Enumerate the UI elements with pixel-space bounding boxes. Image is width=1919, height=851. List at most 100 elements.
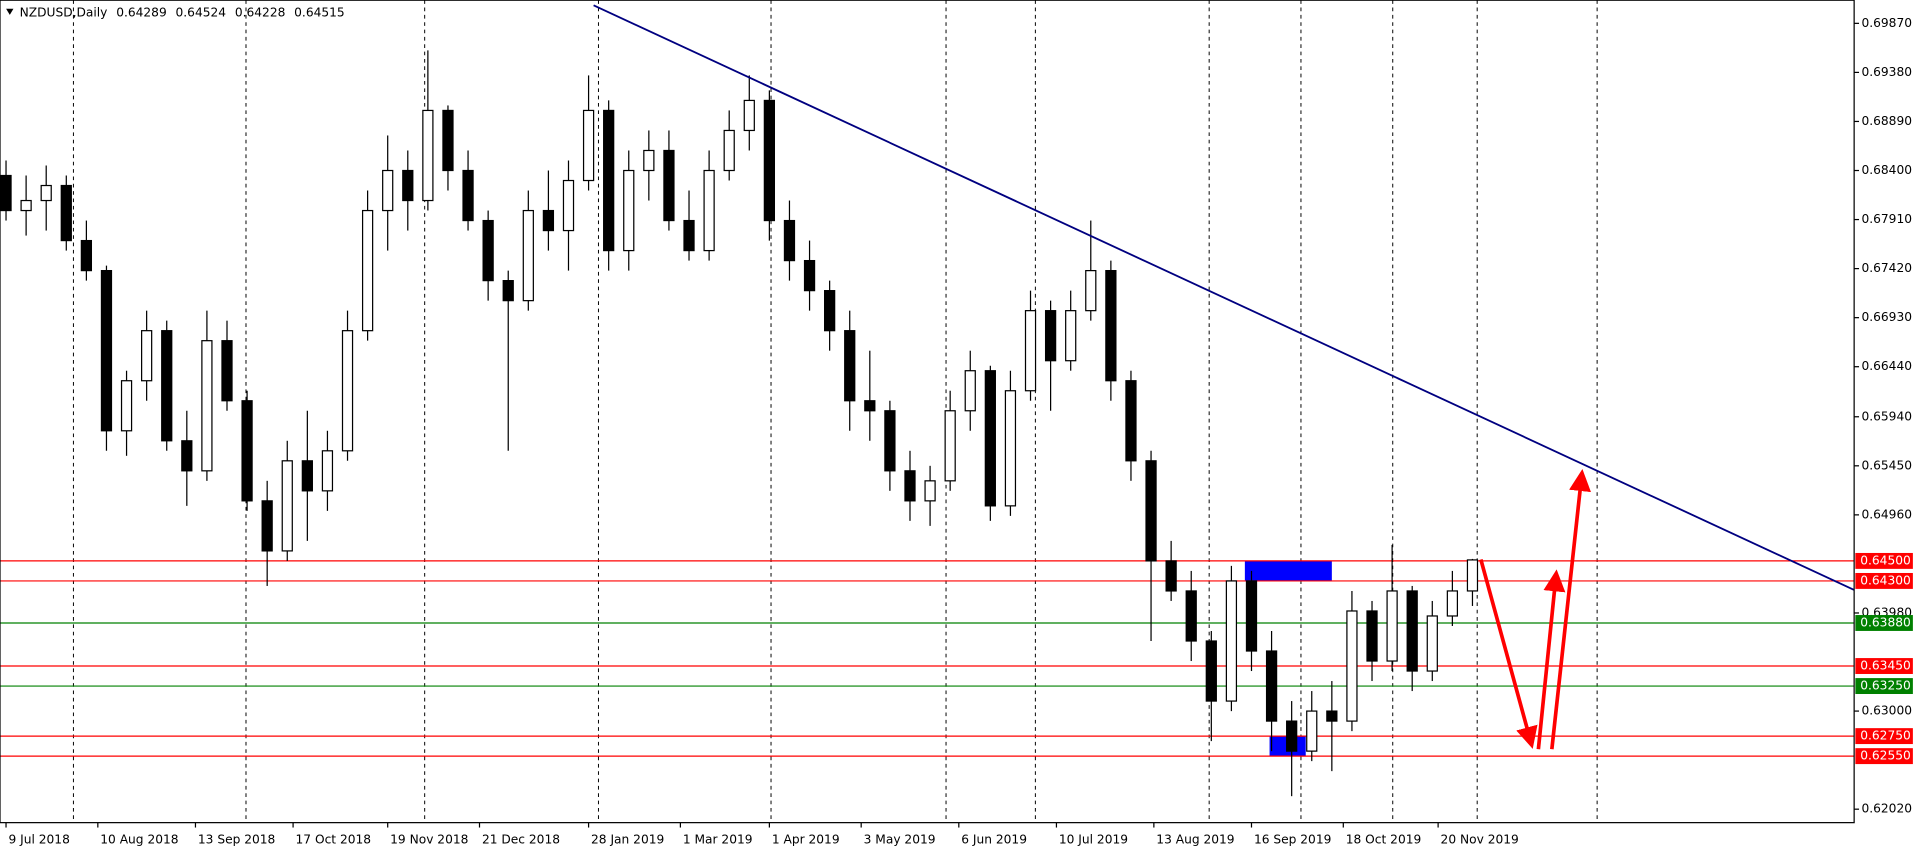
candle-body [221, 340, 233, 402]
y-tick-label: 0.67910 [1861, 212, 1912, 226]
menu-triangle [6, 8, 14, 15]
candle-body [884, 410, 896, 472]
candle-body [40, 184, 52, 202]
zone [1244, 560, 1332, 581]
level-label: 0.64300 [1860, 573, 1911, 587]
level-label-box [1855, 658, 1913, 674]
candle-body [783, 219, 796, 262]
trendline [593, 4, 1855, 591]
level-label-box [1855, 552, 1913, 569]
level-label: 0.63250 [1860, 679, 1911, 693]
trendline-layer [593, 4, 1855, 591]
arrow [1536, 569, 1566, 750]
x-tick-label: 28 Jan 2019 [591, 832, 664, 846]
candle-body [1346, 610, 1358, 722]
candle-body [301, 460, 313, 492]
candle-body [161, 330, 173, 442]
candle-body [80, 239, 93, 272]
x-tick-label: 13 Aug 2019 [1156, 832, 1234, 846]
candle-body [924, 480, 936, 502]
levels [0, 560, 1855, 757]
candle-body [201, 340, 213, 472]
candle-body [803, 259, 816, 292]
candle-body [542, 209, 555, 232]
level-label-box [1855, 678, 1913, 695]
candle-body [743, 99, 755, 132]
candle-body [1085, 269, 1097, 312]
candle-body [1044, 310, 1057, 362]
candle-body [1366, 610, 1378, 662]
vertical-grid [72, 0, 1598, 823]
candle-body [1306, 710, 1318, 752]
candle-body [623, 169, 635, 252]
open-value: 0.64289 [116, 5, 167, 19]
candle-body [20, 199, 32, 212]
candle-body [643, 149, 655, 172]
y-tick-label: 0.63000 [1861, 704, 1912, 718]
axes: 0.69870 0.69380 0.68890 0.68400 0.67910 0.674… [5, 16, 1913, 846]
candle-body [683, 219, 695, 252]
candle-body [944, 410, 956, 482]
level-label-box [1855, 748, 1913, 765]
y-tick-label: 0.66930 [1861, 310, 1912, 324]
y-tick-label: 0.65940 [1861, 409, 1912, 423]
candle-body [462, 169, 474, 222]
level-label-box [1855, 572, 1913, 589]
x-tick-label: 18 Oct 2019 [1346, 832, 1422, 846]
y-tick-label: 0.66440 [1861, 359, 1912, 373]
candle-body [442, 109, 454, 172]
x-tick-label: 17 Oct 2018 [296, 832, 372, 846]
candle-body [763, 99, 776, 222]
candle-body [663, 149, 675, 222]
candle-body [502, 280, 514, 302]
high-value: 0.64524 [176, 5, 227, 19]
candle-body [1245, 580, 1258, 652]
y-tick-label: 0.69380 [1861, 65, 1912, 79]
candle-body [1466, 559, 1479, 592]
candle-body [964, 370, 976, 412]
y-tick-label: 0.64960 [1861, 507, 1912, 521]
candle-body [1185, 590, 1197, 642]
candle-body [603, 109, 615, 252]
x-tick-label: 13 Sep 2018 [198, 832, 275, 846]
candle-body [321, 450, 334, 492]
x-tick-label: 1 Apr 2019 [772, 832, 840, 846]
candle-body [1446, 590, 1459, 617]
y-tick-label: 0.62020 [1861, 802, 1912, 816]
candle-body [60, 184, 72, 242]
candle-body [482, 219, 494, 282]
low-value: 0.64228 [235, 5, 286, 19]
arrow [1479, 559, 1538, 749]
symbol: NZDUSD,Daily [20, 5, 108, 19]
x-tick-label: 21 Dec 2018 [482, 832, 560, 846]
level-label: 0.64500 [1860, 553, 1911, 567]
x-tick-label: 1 Mar 2019 [683, 832, 753, 846]
candle-body [1386, 590, 1398, 662]
candle-body [382, 169, 394, 212]
candle-body [984, 370, 996, 507]
candle-body [120, 380, 133, 432]
candle-body [1265, 650, 1278, 722]
candle-body [844, 330, 856, 402]
candle-body [1286, 720, 1298, 752]
candle-body [100, 269, 113, 432]
candle-body [1024, 310, 1037, 392]
candle-body [1065, 310, 1077, 362]
y-tick-label: 0.67420 [1861, 261, 1912, 275]
candles [0, 50, 1479, 797]
candle-body [402, 169, 414, 202]
level-label-box [1855, 728, 1913, 745]
candle-body [723, 129, 735, 172]
x-tick-label: 6 Jun 2019 [961, 832, 1027, 846]
candle-body [1426, 615, 1438, 672]
arrows [1479, 469, 1591, 750]
candle-body [1165, 560, 1177, 592]
y-tick-label: 0.65450 [1861, 458, 1912, 472]
close-value: 0.64515 [294, 5, 345, 19]
candle-body [181, 440, 193, 472]
candle-body [1004, 390, 1017, 507]
x-tick-label: 3 May 2019 [864, 832, 936, 846]
candle-body [241, 400, 253, 502]
